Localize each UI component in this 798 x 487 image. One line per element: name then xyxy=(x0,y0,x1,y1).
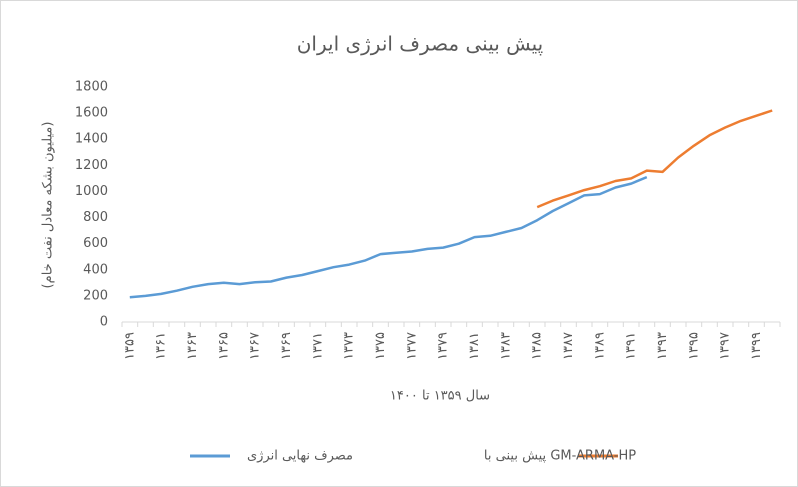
x-tick-label: ۱۳۹۹ xyxy=(749,332,764,360)
x-tick-label: ۱۳۹۱ xyxy=(624,332,639,360)
x-tick-label: ۱۳۸۳ xyxy=(498,332,513,360)
x-tick-label: ۱۳۶۳ xyxy=(185,332,200,360)
y-tick-label: 600 xyxy=(83,236,108,251)
y-axis-title: (میلیون بشکه معادل نفت خام) xyxy=(41,122,56,289)
y-tick-label: 1800 xyxy=(75,80,108,95)
x-tick-label: ۱۳۷۵ xyxy=(373,332,388,360)
x-tick-label: ۱۳۶۵ xyxy=(216,332,231,360)
x-tick-label: ۱۳۶۷ xyxy=(248,332,263,360)
series-line xyxy=(129,175,648,299)
x-tick-label: ۱۳۷۷ xyxy=(404,332,419,360)
x-tick-label: ۱۳۸۹ xyxy=(592,332,607,360)
y-tick-label: 800 xyxy=(83,210,108,225)
y-tick-label: 1000 xyxy=(75,184,108,199)
legend-label: پیش بینی با GM-ARMA-HP xyxy=(484,449,636,464)
x-tick-label: ۱۳۸۱ xyxy=(467,332,482,360)
x-tick-label: ۱۳۶۱ xyxy=(154,332,169,360)
x-tick-label: ۱۳۸۷ xyxy=(561,332,576,360)
x-tick-label: ۱۳۹۵ xyxy=(686,332,701,360)
x-axis-title: سال ۱۳۵۹ تا ۱۴۰۰ xyxy=(390,389,490,404)
x-tick-label: ۱۳۸۵ xyxy=(530,332,545,360)
y-tick-label: 1400 xyxy=(75,132,108,147)
series-line xyxy=(536,109,773,209)
chart-title: پیش بینی مصرف انرژی ایران xyxy=(297,32,544,57)
y-tick-label: 200 xyxy=(83,288,108,303)
y-tick-label: 0 xyxy=(100,315,108,330)
x-tick-label: ۱۳۷۳ xyxy=(342,332,357,360)
x-tick-label: ۱۳۹۷ xyxy=(718,332,733,360)
y-tick-label: 1200 xyxy=(75,158,108,173)
x-tick-label: ۱۳۹۳ xyxy=(655,332,670,360)
x-tick-label: ۱۳۵۹ xyxy=(122,332,137,360)
legend-label: مصرف نهایی انرژی xyxy=(247,449,353,464)
y-tick-label: 1600 xyxy=(75,106,108,121)
x-tick-label: ۱۳۷۹ xyxy=(436,332,451,360)
x-tick-label: ۱۳۷۱ xyxy=(310,332,325,360)
y-tick-label: 400 xyxy=(83,262,108,277)
x-tick-label: ۱۳۶۹ xyxy=(279,332,294,360)
